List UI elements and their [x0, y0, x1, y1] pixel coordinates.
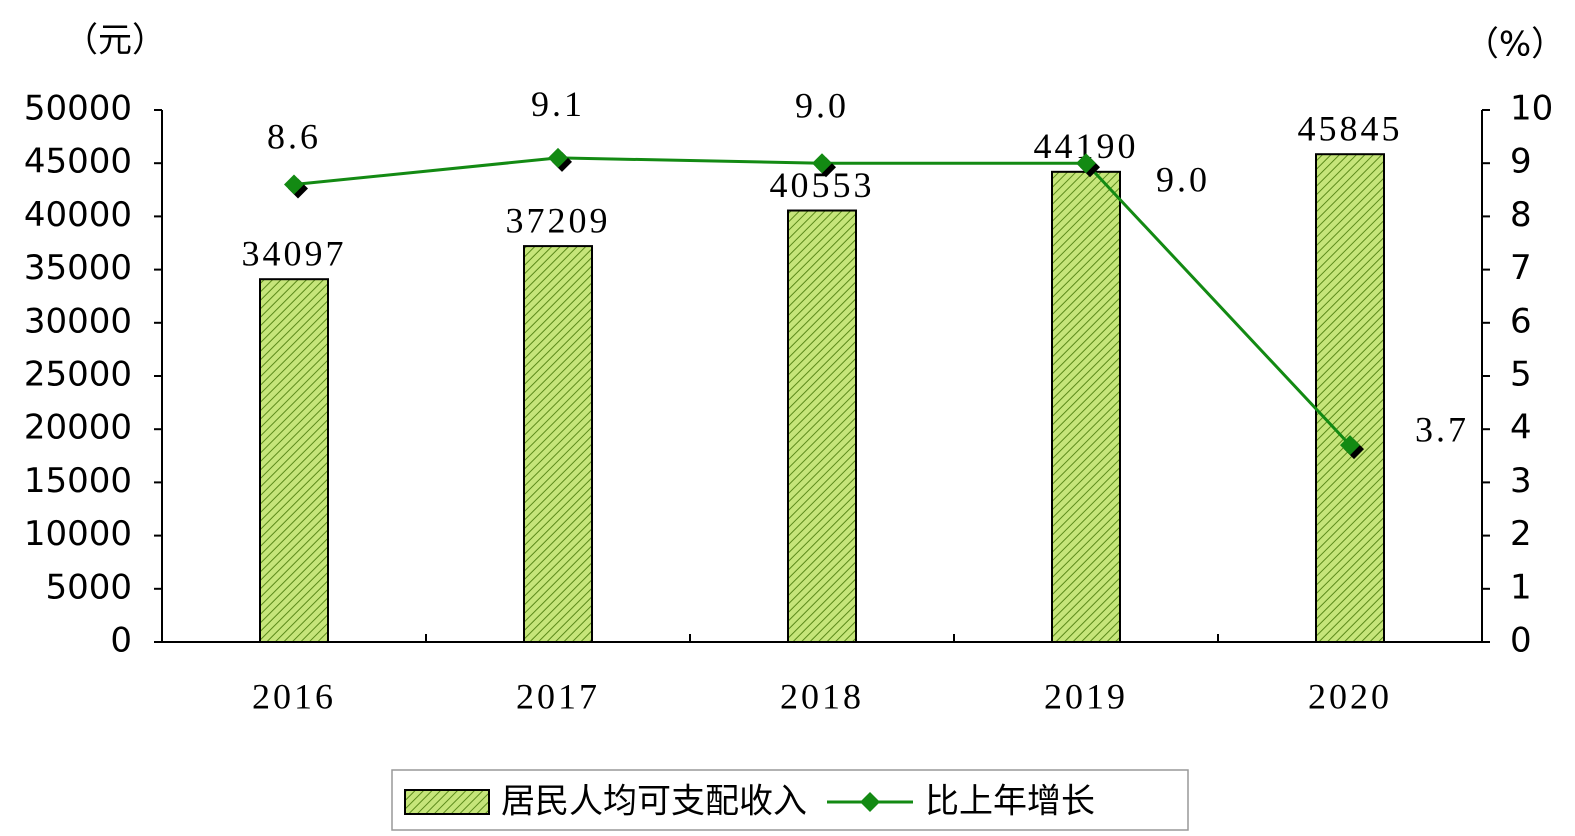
y2-tick-label: 10 [1510, 89, 1553, 129]
y-tick-label: 15000 [24, 461, 132, 501]
bar [787, 209, 857, 643]
line-value-label: 9.1 [531, 84, 585, 124]
y-tick-label: 20000 [24, 408, 132, 448]
y-tick-label: 30000 [24, 301, 132, 341]
x-tick-label: 2018 [780, 676, 864, 716]
marker [284, 174, 304, 195]
y-tick-label: 10000 [24, 514, 132, 554]
y2-tick-label: 8 [1510, 195, 1532, 235]
y2-tick-label: 0 [1510, 621, 1532, 661]
bar [1051, 170, 1121, 644]
y2-tick-label: 9 [1510, 142, 1532, 182]
marker [812, 153, 832, 174]
y-tick-label: 0 [110, 621, 132, 661]
marker [1340, 435, 1360, 456]
y2-tick-label: 7 [1510, 248, 1532, 288]
y-tick-label: 5000 [45, 567, 132, 607]
legend-box [391, 769, 1189, 831]
y-tick-label: 50000 [24, 89, 132, 129]
bar-value-label: 34097 [242, 233, 347, 273]
x-tick-label: 2016 [252, 676, 336, 716]
y2-tick-label: 4 [1510, 408, 1532, 448]
y2-tick-label: 1 [1510, 567, 1532, 607]
legend-swatch [404, 789, 490, 815]
x-tick-label: 2019 [1044, 676, 1128, 716]
y2-tick-label: 3 [1510, 461, 1532, 501]
y-tick-label: 35000 [24, 248, 132, 288]
y-tick-label: 45000 [24, 142, 132, 182]
y2-tick-label: 6 [1510, 301, 1532, 341]
bar [523, 245, 593, 643]
line-value-label: 9.0 [795, 85, 849, 125]
x-tick-label: 2020 [1308, 676, 1392, 716]
bar-value-label: 37209 [506, 200, 611, 240]
y-tick-label: 25000 [24, 355, 132, 395]
bar [1315, 153, 1385, 643]
marker [1076, 153, 1096, 174]
line-value-label: 8.6 [267, 117, 321, 157]
bar [259, 278, 329, 643]
legend-marker [860, 792, 880, 812]
y2-axis-label: （%） [1465, 25, 1565, 65]
y2-tick-label: 5 [1510, 355, 1532, 395]
y-tick-label: 40000 [24, 195, 132, 235]
legend-label: 居民人均可支配收入 [501, 782, 807, 822]
y2-tick-label: 2 [1510, 514, 1532, 554]
line-value-label: 9.0 [1156, 159, 1210, 199]
marker [548, 147, 568, 168]
bar-value-label: 45845 [1298, 108, 1403, 148]
legend-label: 比上年增长 [925, 782, 1095, 822]
x-tick-label: 2017 [516, 676, 600, 716]
line-value-label: 3.7 [1415, 409, 1469, 449]
y-axis-label: （元） [64, 21, 166, 61]
